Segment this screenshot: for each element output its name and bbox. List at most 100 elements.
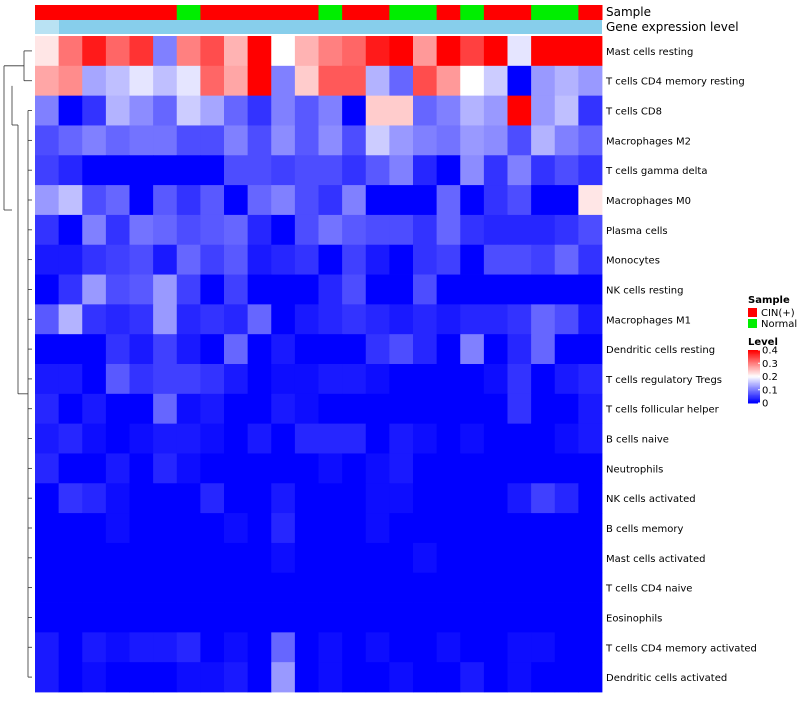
heatmap-cell <box>82 483 107 514</box>
heatmap-cell <box>105 602 130 633</box>
heatmap-cell <box>153 364 178 395</box>
heatmap-cell <box>365 65 390 97</box>
heatmap-cell <box>82 155 107 186</box>
heatmap-cell <box>176 304 201 335</box>
legend-swatch-cin <box>748 308 757 317</box>
heatmap-cell <box>389 155 414 186</box>
heatmap-cell <box>224 36 249 67</box>
level-colorbar-segment <box>748 359 760 362</box>
heatmap-cell <box>129 632 154 663</box>
heatmap-cell <box>507 393 532 425</box>
heatmap-cell <box>389 274 414 305</box>
heatmap-cell <box>105 662 130 693</box>
heatmap-cell <box>554 662 579 693</box>
heatmap-cell <box>200 572 225 603</box>
heatmap-cell <box>389 36 414 67</box>
heatmap-cell <box>507 542 532 574</box>
heatmap-cell <box>35 334 60 365</box>
heatmap-cell <box>35 36 60 67</box>
heatmap-cell <box>413 274 438 305</box>
heatmap-cell <box>153 95 178 126</box>
heatmap-cell <box>105 125 130 156</box>
heatmap-cell <box>58 393 83 425</box>
level-colorbar-segment <box>748 355 760 358</box>
gene-expression-track-light-segment <box>35 20 59 34</box>
heatmap-cell <box>294 483 319 514</box>
heatmap-cell <box>365 393 390 425</box>
heatmap-cell <box>129 185 154 216</box>
sample-annotation-cell <box>294 5 319 20</box>
heatmap-cell <box>153 513 178 544</box>
heatmap-cell <box>554 602 579 633</box>
heatmap-cell <box>483 125 508 156</box>
heatmap-cell <box>200 393 225 425</box>
heatmap-cell <box>554 155 579 186</box>
sample-annotation-cell <box>35 5 60 20</box>
heatmap-cell <box>460 334 485 365</box>
heatmap-cell <box>507 65 532 97</box>
heatmap-cell <box>413 65 438 97</box>
heatmap-cell <box>483 155 508 186</box>
heatmap-cell <box>129 36 154 67</box>
heatmap-cell <box>365 304 390 335</box>
heatmap-cell <box>58 185 83 216</box>
heatmap-cell <box>554 393 579 425</box>
heatmap-cell <box>460 453 485 484</box>
heatmap-cell <box>35 632 60 663</box>
heatmap-cell <box>224 95 249 126</box>
level-colorbar-segment <box>748 371 760 374</box>
heatmap-cell <box>200 662 225 693</box>
heatmap-cell <box>318 95 343 126</box>
heatmap-cell <box>200 244 225 275</box>
heatmap-cell <box>413 36 438 67</box>
heatmap-cell <box>507 95 532 126</box>
heatmap-cell <box>436 662 461 693</box>
heatmap-cell <box>460 36 485 67</box>
heatmap-cell <box>129 364 154 395</box>
level-colorbar-segment <box>748 380 760 383</box>
heatmap-cell <box>105 423 130 454</box>
heatmap-cell <box>271 602 296 633</box>
heatmap-cell <box>105 483 130 514</box>
heatmap-cell <box>413 632 438 663</box>
heatmap-cell <box>436 364 461 395</box>
heatmap-cell <box>247 214 272 246</box>
row-label: T cells CD4 naive <box>605 584 692 595</box>
heatmap-cell <box>318 632 343 663</box>
heatmap-cell <box>82 572 107 603</box>
heatmap-cell <box>554 244 579 275</box>
heatmap-cell <box>247 662 272 693</box>
heatmap-cell <box>247 274 272 305</box>
level-colorbar-segment <box>748 396 760 399</box>
heatmap-cell <box>58 125 83 156</box>
heatmap-cell <box>483 95 508 126</box>
heatmap-cell <box>153 483 178 514</box>
heatmap-cell <box>247 572 272 603</box>
level-tick-label: 0.1 <box>762 385 778 396</box>
heatmap-cell <box>200 334 225 365</box>
heatmap-cell <box>271 95 296 126</box>
heatmap-cell <box>294 662 319 693</box>
heatmap-cell <box>247 244 272 275</box>
heatmap-cell <box>531 513 556 544</box>
heatmap-cell <box>58 364 83 395</box>
heatmap-cell <box>294 542 319 574</box>
sample-annotation-cell <box>460 5 485 20</box>
heatmap-cell <box>389 334 414 365</box>
heatmap-cell <box>318 393 343 425</box>
heatmap-cell <box>483 244 508 275</box>
heatmap-cell <box>294 453 319 484</box>
heatmap-cell <box>35 304 60 335</box>
heatmap-cell <box>389 483 414 514</box>
row-label: Macrophages M1 <box>606 315 691 326</box>
heatmap-cell <box>578 304 603 335</box>
heatmap-cell <box>294 513 319 544</box>
heatmap-cell <box>342 662 367 693</box>
heatmap-cell <box>271 36 296 67</box>
heatmap-cell <box>318 65 343 97</box>
level-colorbar-segment <box>748 395 760 397</box>
heatmap-cell <box>507 214 532 246</box>
heatmap-cell <box>389 393 414 425</box>
heatmap-cell <box>413 572 438 603</box>
